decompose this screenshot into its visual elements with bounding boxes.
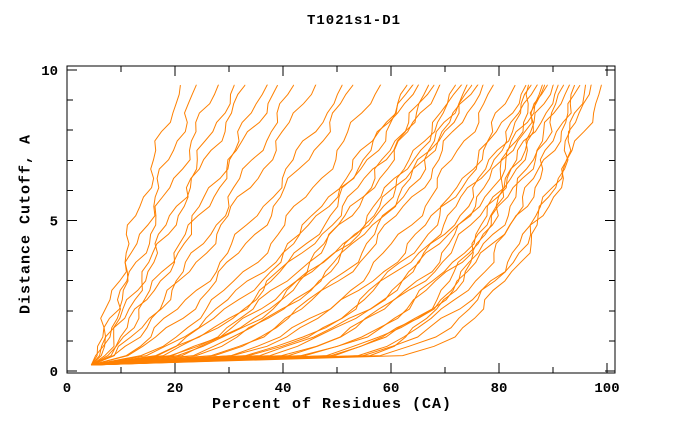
- model-curve: [91, 84, 414, 366]
- model-curve: [91, 84, 546, 366]
- model-curve: [91, 84, 317, 366]
- model-curve: [90, 84, 197, 366]
- x-tick-label: 60: [383, 381, 400, 397]
- tick-labels: 0 20 40 60 80 100 0 5 10: [41, 64, 619, 397]
- model-curve: [91, 84, 543, 366]
- model-curve: [91, 84, 571, 366]
- model-curve: [91, 84, 565, 366]
- model-curve: [91, 84, 538, 366]
- model-curve: [91, 84, 343, 366]
- plot-border: [66, 65, 616, 374]
- model-curve: [91, 84, 527, 366]
- model-curve: [90, 84, 220, 366]
- model-curve: [91, 84, 354, 366]
- x-tick-label: 80: [491, 381, 508, 397]
- model-curve: [91, 84, 420, 366]
- y-tick-label: 5: [50, 215, 58, 231]
- model-curve: [91, 84, 456, 366]
- model-curve: [91, 84, 516, 366]
- model-curve: [91, 84, 554, 366]
- x-tick-label: 100: [594, 381, 619, 397]
- model-curve: [91, 84, 484, 366]
- model-curve: [91, 84, 382, 366]
- plot-title: T1021s1-D1: [306, 13, 401, 29]
- model-curve: [91, 84, 532, 366]
- y-axis-label: Distance Cutoff, A: [17, 133, 35, 315]
- axes: [66, 65, 616, 374]
- model-curve: [91, 84, 430, 366]
- model-curve: [91, 84, 602, 366]
- x-tick-label: 20: [167, 381, 184, 397]
- model-curve: [91, 84, 408, 366]
- x-axis-label: Percent of Residues (CA): [211, 396, 453, 413]
- model-curves: [90, 84, 602, 366]
- model-curve: [91, 84, 295, 366]
- y-tick-label: 0: [50, 365, 58, 381]
- model-curve: [91, 84, 529, 366]
- model-curve: [91, 84, 587, 366]
- model-curve: [91, 84, 548, 366]
- model-curve: [91, 84, 559, 366]
- model-curve: [91, 84, 479, 366]
- model-curve: [91, 84, 279, 366]
- y-tick-label: 10: [41, 64, 58, 80]
- model-curve: [91, 84, 441, 366]
- model-curve: [91, 84, 235, 366]
- x-tick-label: 40: [275, 381, 292, 397]
- model-curve: [91, 84, 468, 366]
- model-curve: [91, 84, 592, 366]
- x-tick-label: 0: [63, 381, 71, 397]
- model-curve: [91, 84, 463, 366]
- model-curve: [90, 85, 181, 366]
- model-curve: [91, 84, 473, 366]
- model-curve: [90, 84, 246, 366]
- model-curve: [91, 84, 581, 366]
- model-curve: [91, 84, 435, 366]
- model-curve: [91, 84, 268, 366]
- model-curve: [91, 84, 494, 366]
